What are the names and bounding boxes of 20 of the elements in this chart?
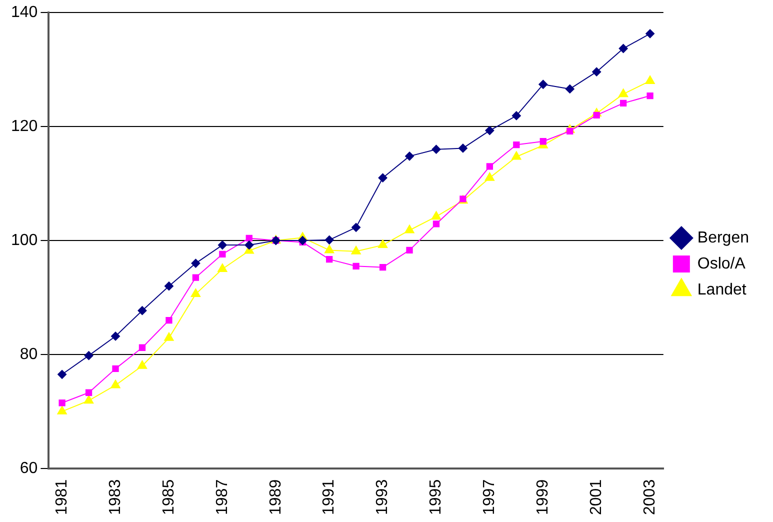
x-tick-label: 1999: [534, 479, 552, 515]
x-tick-label: 2001: [588, 479, 605, 515]
x-tick-label: 1995: [428, 479, 445, 515]
x-tick-label: 1991: [320, 479, 338, 515]
legend-label: Oslo/A: [697, 255, 746, 272]
y-tick-label: 80: [20, 346, 38, 363]
x-tick-label: 1989: [267, 479, 284, 515]
x-tick-label: 1993: [374, 479, 392, 515]
x-tick-label: 1981: [53, 479, 70, 515]
x-tick-label: 1983: [106, 479, 124, 515]
y-tick-label: 60: [20, 460, 38, 477]
y-tick-label: 140: [10, 4, 38, 22]
x-tick-label: 1997: [481, 479, 498, 515]
y-tick-label: 120: [10, 118, 38, 135]
x-tick-label: 1987: [214, 479, 231, 515]
legend-label: Bergen: [697, 229, 749, 246]
x-tick-label: 1985: [160, 479, 178, 515]
legend-label: Landet: [697, 281, 747, 298]
y-tick-label: 100: [10, 232, 38, 249]
x-tick-label: 2003: [641, 479, 658, 515]
